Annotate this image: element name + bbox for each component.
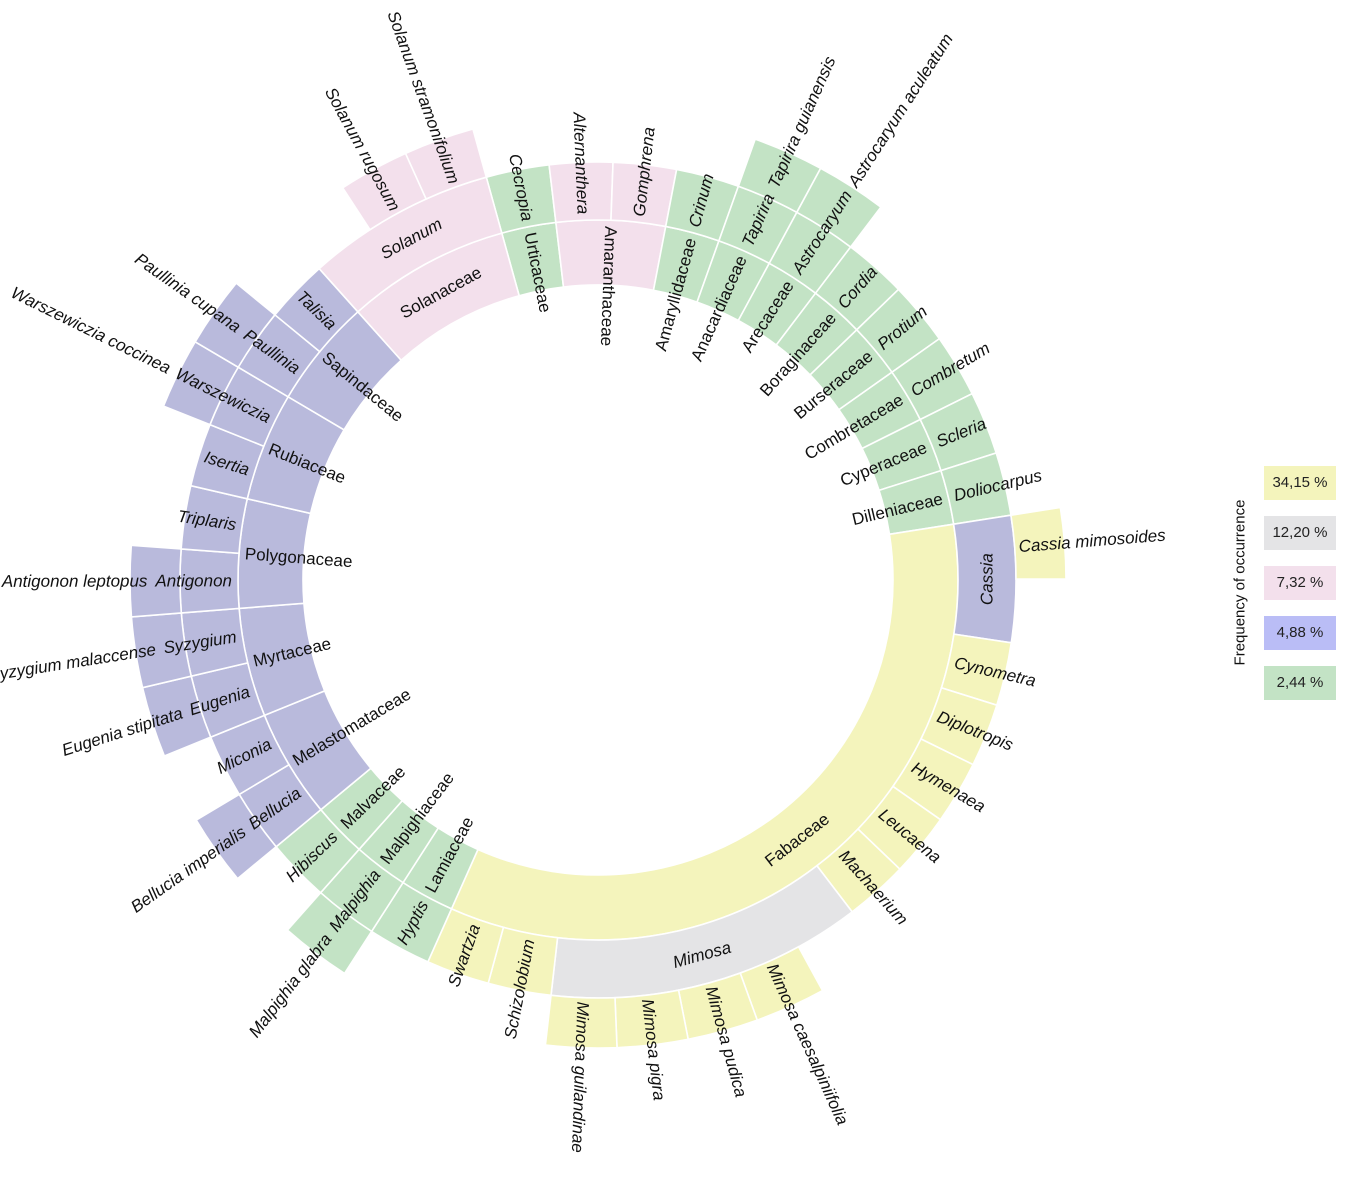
legend-item-4: 4,88 % [1264,616,1336,650]
genus-segment [318,176,503,313]
legend-item-2: 2,44 % [1264,666,1336,700]
genus-label: Alternanthera [569,111,592,215]
genus-label: Cassia [977,553,996,605]
species-label: Antigonon leptopus [1,572,148,591]
species-label: Astrocaryum aculeatum [844,30,957,191]
species-segment [404,128,488,201]
legend: Frequency of occurrence 34,15 % 12,20 % … [1230,466,1340,702]
legend-item-7: 7,32 % [1264,566,1336,600]
species-label: Syzygium malaccense [0,640,157,685]
legend-title: Frequency of occurrence [1231,499,1249,666]
legend-item-12: 12,20 % [1264,516,1336,550]
species-label: Warszewiczia coccinea [8,283,174,378]
genus-label: Antigonon [154,571,232,590]
legend-item-34: 34,15 % [1264,466,1336,500]
family-label: Amaranthaceae [597,226,620,347]
species-segment [1010,506,1067,580]
sunburst-segments [129,128,1067,1049]
species-label: Malpighia glabra [245,930,336,1041]
